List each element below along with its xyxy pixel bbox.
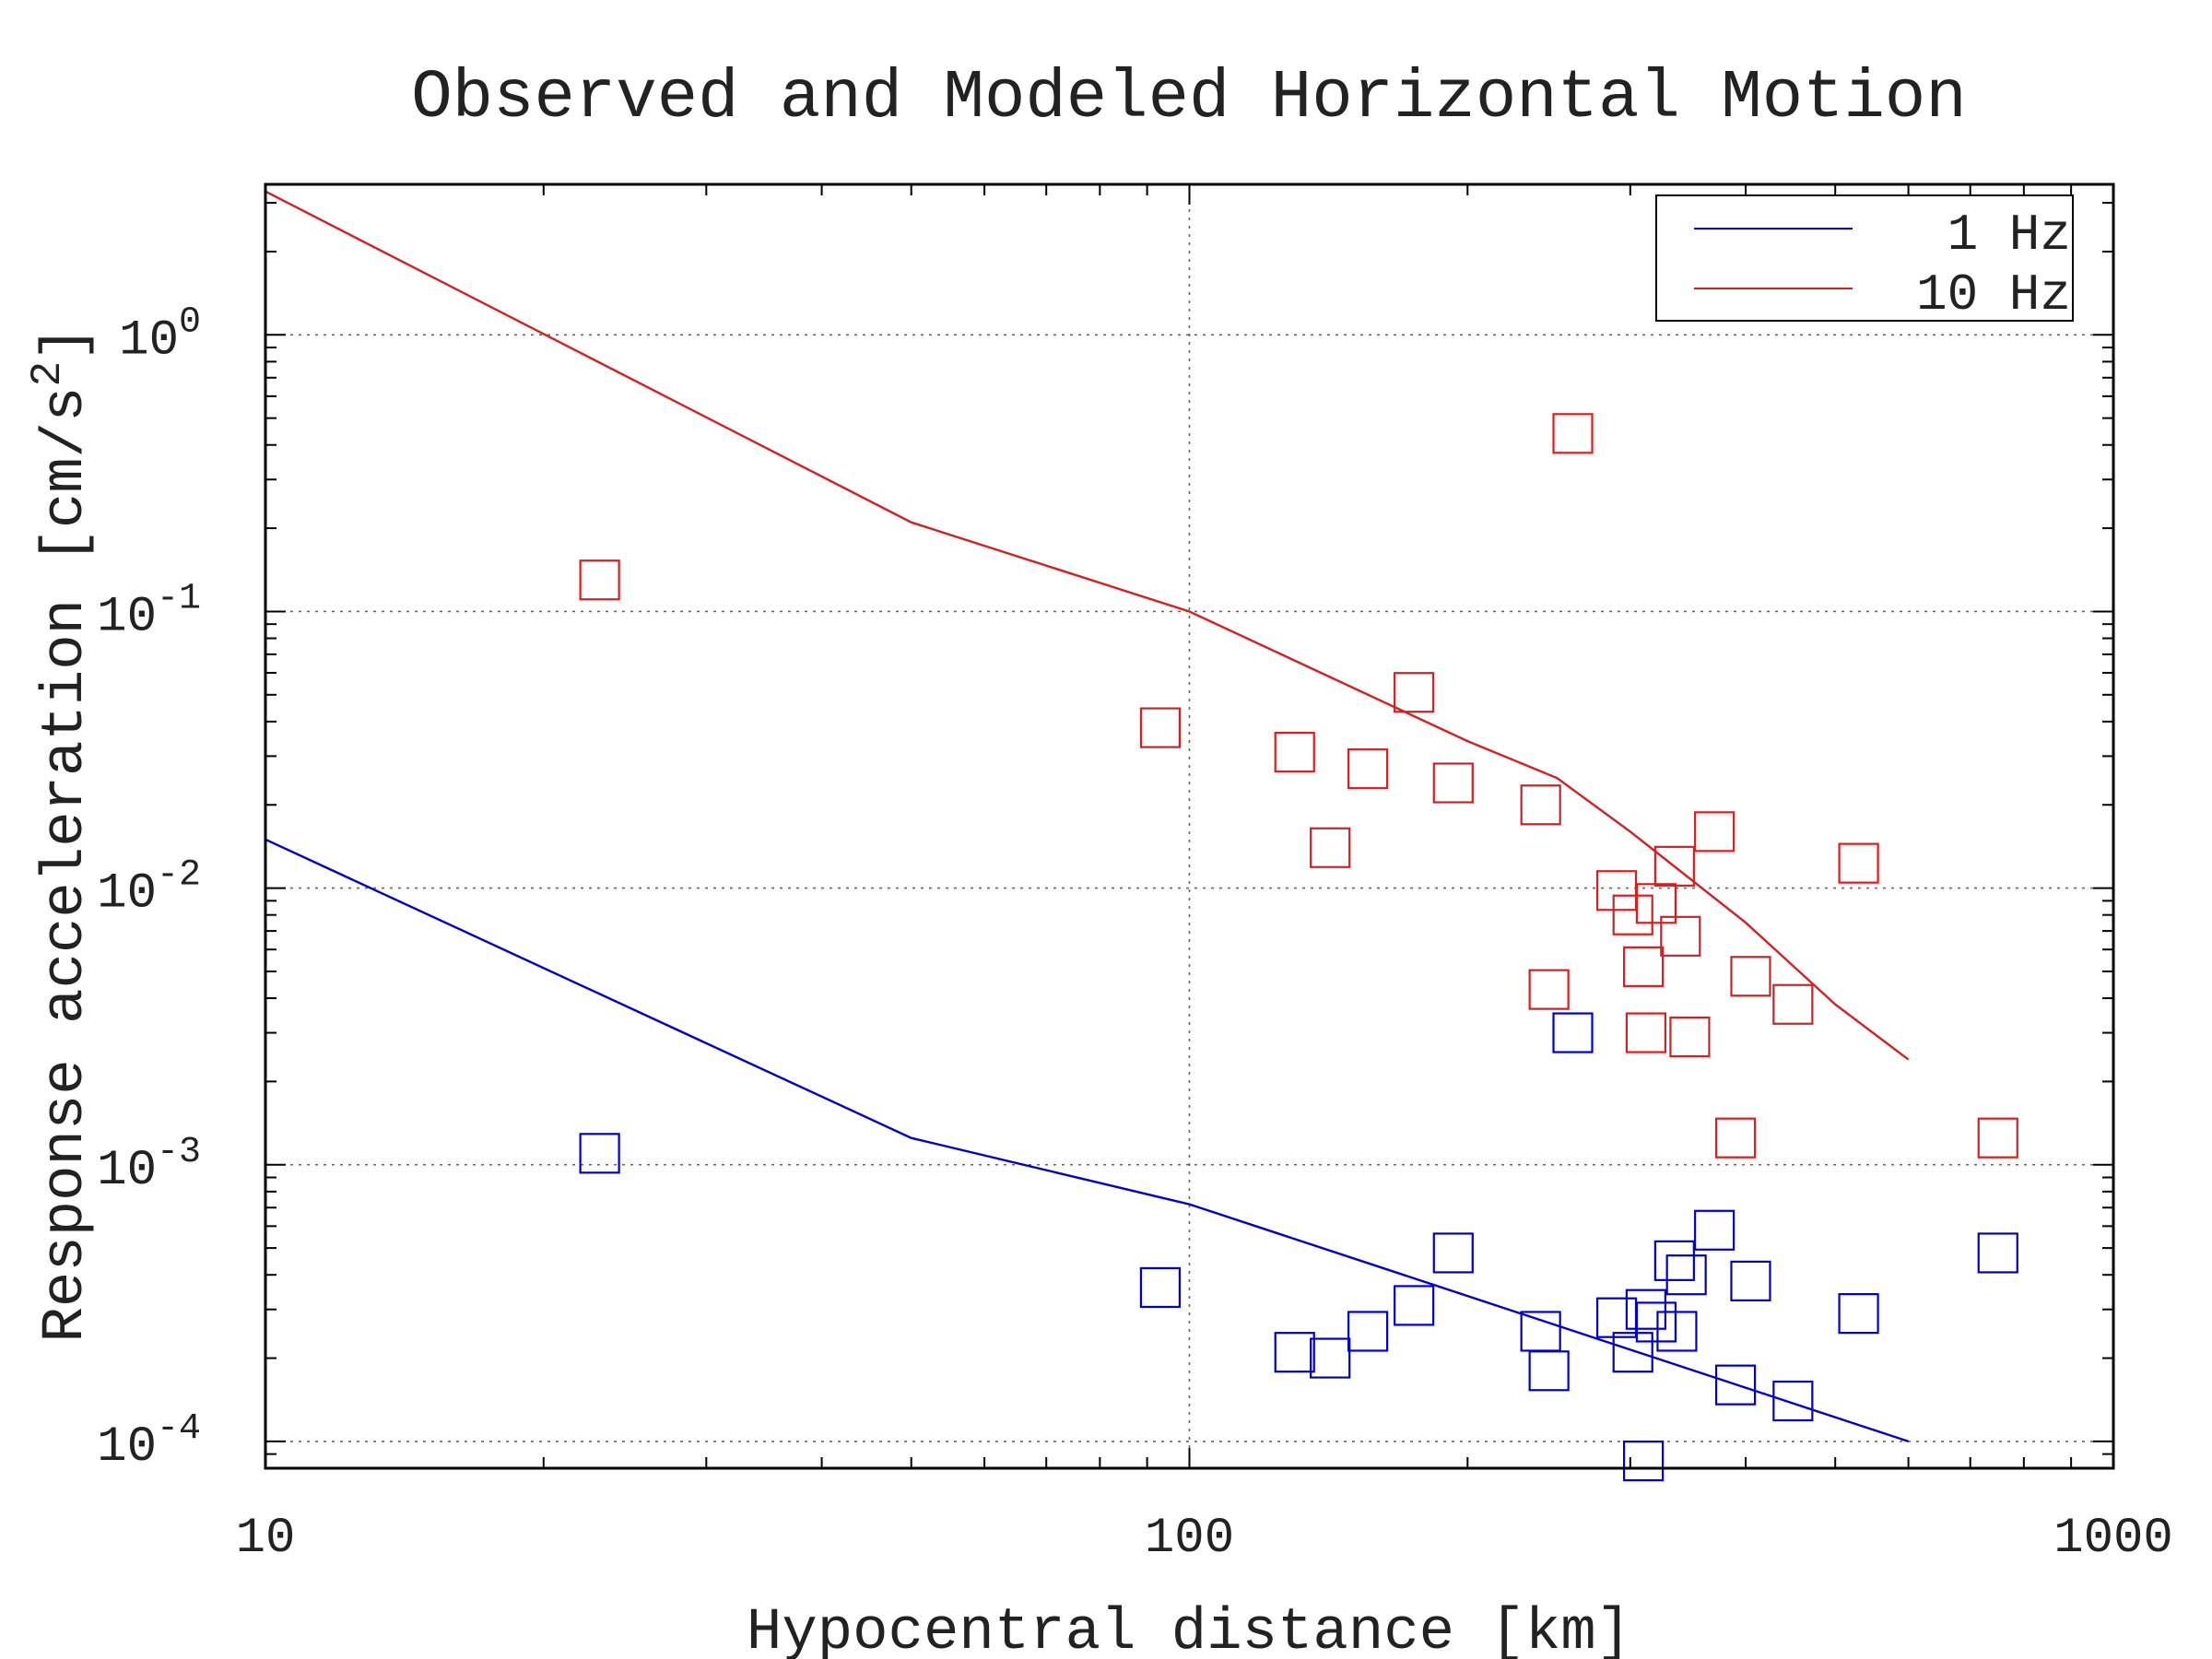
x-tick-label: 100	[1145, 1511, 1234, 1567]
observed-point-10hz	[1694, 811, 1735, 853]
observed-point-1hz	[1139, 1266, 1182, 1309]
observed-point-1hz	[1552, 1012, 1594, 1053]
observed-point-1hz	[1977, 1232, 2018, 1274]
y-tick-base: 10	[97, 589, 157, 645]
y-axis-label-end: ]	[33, 326, 100, 361]
observed-point-10hz	[1528, 969, 1570, 1010]
observed-point-1hz	[1432, 1232, 1474, 1274]
y-tick-label: 10-3	[97, 1132, 201, 1199]
y-tick-base: 10	[97, 1143, 157, 1199]
y-tick-exponent: -2	[157, 855, 201, 897]
observed-point-10hz	[1310, 827, 1351, 868]
model-line-1hz	[265, 838, 1909, 1443]
observed-point-10hz	[1394, 672, 1435, 713]
model-line-10hz	[265, 190, 1910, 1061]
y-axis-label: Response acceleration [cm/s2]	[24, 326, 100, 1343]
observed-point-10hz	[1977, 1117, 2018, 1159]
plot-frame	[264, 182, 2115, 1470]
y-tick-exponent: -4	[157, 1408, 201, 1450]
observed-point-10hz	[1552, 413, 1594, 454]
observed-point-10hz	[1595, 870, 1638, 912]
observed-point-10hz	[1622, 946, 1665, 987]
observed-point-1hz	[1730, 1260, 1771, 1301]
y-tick-label: 10-1	[97, 578, 201, 645]
observed-points	[579, 413, 2018, 1482]
chart-title: Observed and Modeled Horizontal Motion	[411, 60, 1966, 137]
observed-point-10hz	[1520, 784, 1561, 826]
y-tick-label: 100	[119, 301, 201, 369]
observed-point-10hz	[1139, 707, 1182, 748]
axis-ticks	[265, 184, 2113, 1468]
observed-point-10hz	[1347, 748, 1389, 790]
y-tick-base: 10	[97, 1419, 157, 1476]
observed-point-10hz	[1625, 1012, 1666, 1053]
observed-point-1hz	[1653, 1240, 1695, 1281]
observed-point-10hz	[1714, 1117, 1757, 1159]
y-axis-label-main: Response acceleration [cm/s	[33, 387, 100, 1343]
observed-point-1hz	[1625, 1288, 1666, 1330]
observed-point-1hz	[1310, 1337, 1351, 1379]
observed-point-1hz	[1347, 1311, 1389, 1352]
observed-point-10hz	[1432, 762, 1474, 804]
observed-point-10hz	[1669, 1016, 1711, 1058]
legend-label-10hz: 10 Hz	[1916, 265, 2071, 324]
model-lines	[265, 190, 1910, 1443]
observed-point-10hz	[1730, 956, 1771, 997]
y-tick-base: 10	[119, 312, 179, 369]
observed-point-1hz	[1694, 1209, 1735, 1251]
y-tick-exponent: -3	[157, 1132, 201, 1173]
observed-point-1hz	[1612, 1332, 1653, 1373]
observed-point-1hz	[1595, 1297, 1638, 1338]
y-tick-label: 10-4	[97, 1408, 201, 1476]
observed-point-10hz	[1838, 842, 1879, 884]
observed-point-1hz	[1520, 1311, 1561, 1352]
x-tick-labels: 10 100 1000	[236, 1511, 2173, 1567]
observed-point-1hz	[1665, 1254, 1707, 1296]
observed-point-10hz	[1612, 894, 1653, 935]
y-axis-label-superscript: 2	[24, 361, 72, 387]
x-axis-label: Hypocentral distance [km]	[747, 1600, 1631, 1659]
legend: 1 Hz 10 Hz	[1655, 194, 2074, 324]
observed-point-10hz	[1653, 845, 1695, 887]
observed-point-1hz	[579, 1133, 620, 1174]
observed-point-10hz	[579, 559, 620, 601]
observed-point-1hz	[1274, 1332, 1315, 1373]
legend-box	[1655, 194, 2074, 322]
legend-label-1hz: 1 Hz	[1947, 206, 2071, 265]
observed-point-10hz	[1772, 983, 1814, 1025]
y-tick-base: 10	[97, 866, 157, 923]
observed-point-1hz	[1528, 1350, 1570, 1392]
observed-point-1hz	[1772, 1380, 1814, 1422]
x-tick-label: 10	[236, 1511, 296, 1567]
y-tick-label: 10-2	[97, 855, 201, 923]
observed-point-1hz	[1394, 1285, 1435, 1326]
observed-point-10hz	[1660, 915, 1701, 957]
observed-point-1hz	[1622, 1440, 1665, 1482]
observed-point-10hz	[1274, 732, 1315, 773]
observed-point-1hz	[1656, 1311, 1698, 1352]
observed-point-1hz	[1714, 1364, 1757, 1406]
x-tick-label: 1000	[2053, 1511, 2173, 1567]
observed-point-1hz	[1838, 1293, 1879, 1335]
y-tick-exponent: 0	[179, 301, 201, 343]
grid	[265, 184, 2113, 1468]
y-tick-exponent: -1	[157, 578, 201, 619]
observed-point-1hz	[1635, 1301, 1677, 1343]
